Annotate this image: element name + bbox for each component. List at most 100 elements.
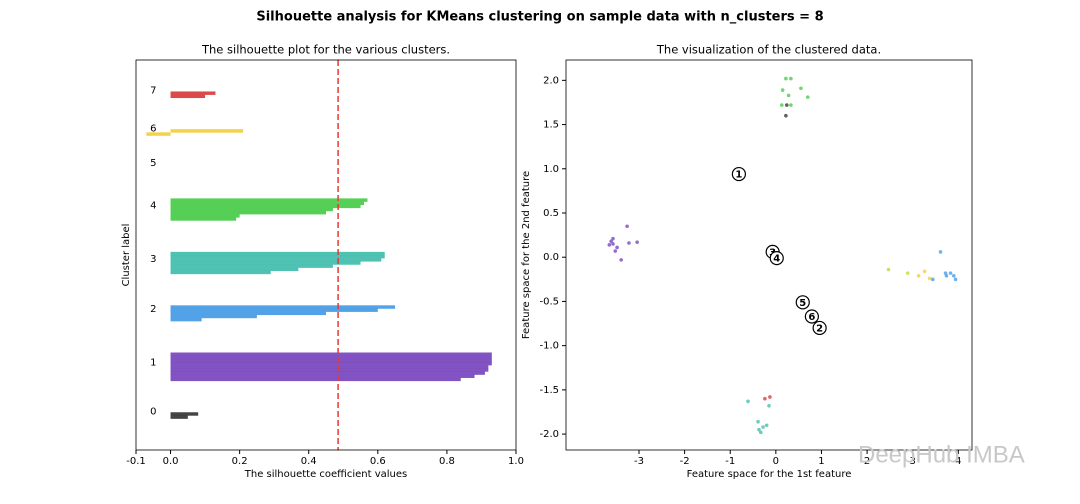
- y-tick-label: 1.0: [543, 164, 559, 175]
- x-tick-label: 1: [818, 456, 824, 467]
- x-tick-label: 0.8: [439, 456, 455, 467]
- silhouette-bar: [170, 355, 492, 360]
- axes-frame: [135, 59, 517, 451]
- silhouette-bar: [170, 214, 240, 218]
- silhouette-bar: [170, 264, 333, 268]
- y-tick-label: 0.5: [543, 208, 559, 219]
- data-point: [789, 103, 793, 107]
- y-tick-label: -2.0: [539, 429, 559, 440]
- data-point: [916, 273, 921, 278]
- data-point: [767, 403, 771, 408]
- data-point: [951, 273, 956, 278]
- center-label: 1: [735, 170, 742, 181]
- data-point: [627, 241, 631, 245]
- x-tick-label: 2: [864, 456, 870, 467]
- silhouette-bar: [170, 258, 382, 262]
- x-tick-label: 0.0: [163, 456, 179, 467]
- silhouette-bar: [170, 317, 202, 322]
- silhouette-bar: [170, 352, 492, 356]
- silhouette-bar: [170, 217, 237, 221]
- center-label: 5: [799, 298, 806, 309]
- x-tick-label: -2: [680, 456, 690, 467]
- silhouette-bar: [170, 368, 489, 372]
- center-label: 4: [773, 254, 780, 265]
- data-point: [613, 249, 618, 253]
- data-point: [746, 399, 750, 404]
- axes-frame: [565, 59, 973, 451]
- silhouette-bar: [170, 415, 188, 419]
- silhouette-bar: [170, 305, 396, 309]
- silhouette-bar: [170, 251, 385, 256]
- silhouette-bar: [170, 314, 257, 319]
- data-point: [758, 430, 763, 435]
- silhouette-bar: [170, 204, 361, 209]
- data-point: [764, 423, 769, 428]
- silhouette-bar: [170, 270, 271, 275]
- data-point: [789, 76, 793, 81]
- cluster-center: [804, 309, 819, 324]
- data-point: [953, 277, 958, 282]
- data-point: [779, 103, 784, 107]
- silhouette-bar: [146, 132, 171, 136]
- x-tick-label: 1.0: [508, 456, 524, 467]
- x-tick-label: -0.1: [126, 456, 146, 467]
- data-point: [922, 269, 927, 274]
- y-tick-label: 0.0: [543, 252, 559, 263]
- cluster-center: [795, 295, 810, 310]
- silhouette-bar: [170, 198, 368, 202]
- x-tick-label: 3: [910, 456, 916, 467]
- data-point: [756, 419, 760, 424]
- silhouette-bar: [170, 377, 461, 382]
- silhouette-bar: [170, 94, 206, 99]
- y-tick-label: -1.5: [539, 385, 559, 396]
- silhouette-bar: [170, 358, 492, 363]
- axes-title: The silhouette plot for the various clus…: [201, 43, 450, 57]
- x-tick-label: 0.4: [301, 456, 317, 467]
- cluster-label: 2: [150, 304, 156, 315]
- x-tick-label: -3: [634, 456, 644, 467]
- watermark: DeepHub IMBA: [858, 441, 1025, 468]
- data-point: [607, 243, 612, 247]
- data-point: [886, 267, 891, 272]
- y-tick-label: 1.5: [543, 120, 559, 131]
- center-label: 6: [808, 312, 815, 323]
- silhouette-bar: [170, 267, 299, 272]
- silhouette-bar: [170, 311, 326, 316]
- cluster-label: 1: [150, 358, 156, 369]
- silhouette-bar: [170, 365, 489, 369]
- cluster-center: [731, 166, 746, 182]
- data-point: [780, 88, 785, 92]
- data-point: [761, 425, 765, 429]
- data-point: [768, 395, 772, 399]
- center-label: 2: [816, 323, 823, 334]
- y-tick-label: -1.0: [539, 341, 559, 352]
- data-point: [609, 239, 613, 244]
- data-point: [611, 242, 615, 246]
- x-tick-label: 4: [955, 456, 961, 467]
- cluster-label: 0: [150, 406, 156, 417]
- data-point: [784, 103, 789, 107]
- data-point: [938, 250, 943, 254]
- silhouette-bar: [170, 129, 244, 133]
- silhouette-bar: [170, 255, 385, 259]
- data-point: [611, 236, 615, 241]
- x-tick-label: 0: [773, 456, 779, 467]
- silhouette-bar: [170, 374, 475, 378]
- y-tick-label: -0.5: [539, 296, 559, 307]
- data-point: [625, 224, 629, 229]
- cluster-label: 3: [150, 254, 156, 265]
- data-point: [763, 396, 767, 401]
- x-tick-label: 0.6: [370, 456, 386, 467]
- figure-title: Silhouette analysis for KMeans clusterin…: [256, 10, 823, 25]
- axes-title: The visualization of the clustered data.: [656, 43, 881, 57]
- cluster-label: 6: [150, 123, 156, 134]
- silhouette-bar: [170, 91, 216, 95]
- x-tick-label: 0.2: [232, 456, 248, 467]
- data-point: [784, 113, 788, 118]
- data-point: [905, 271, 910, 275]
- data-point: [927, 276, 932, 281]
- data-point: [619, 258, 623, 262]
- y-tick-label: 2.0: [543, 75, 559, 86]
- cluster-label: 5: [150, 158, 156, 169]
